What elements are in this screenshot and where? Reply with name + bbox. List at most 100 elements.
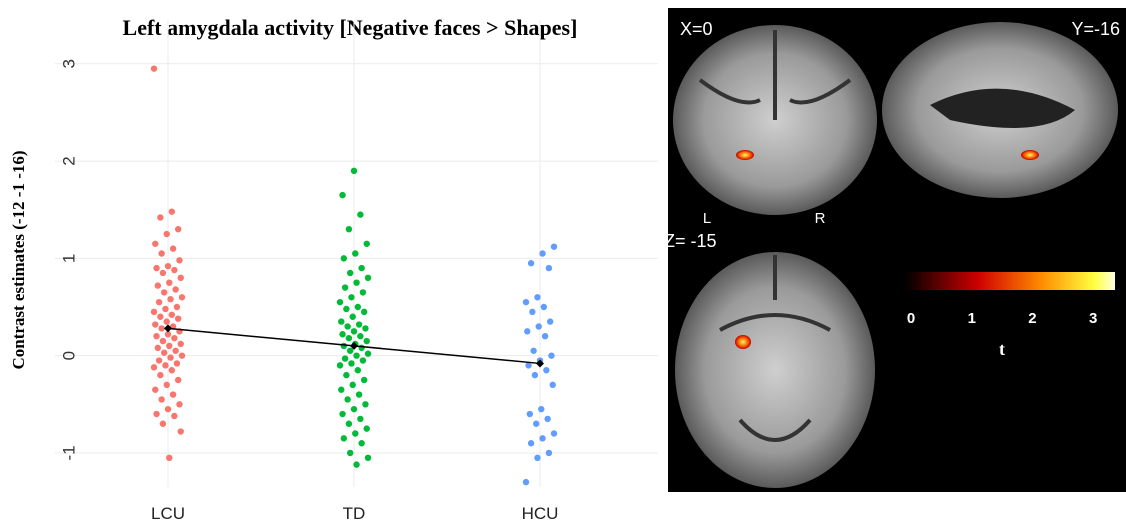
data-point	[343, 306, 349, 312]
data-point	[551, 430, 557, 436]
data-point	[551, 243, 557, 249]
data-point	[176, 257, 182, 263]
data-point	[347, 270, 353, 276]
data-point	[362, 401, 368, 407]
colorbar-label: t	[999, 339, 1005, 359]
page: {"chart_data": {"type": "strip", "title"…	[0, 0, 1126, 526]
data-point	[360, 289, 366, 295]
data-point	[158, 250, 164, 256]
data-point	[355, 304, 361, 310]
data-point	[524, 328, 530, 334]
data-point	[344, 323, 350, 329]
data-point	[162, 306, 168, 312]
data-point	[546, 450, 552, 456]
data-point	[348, 360, 354, 366]
data-point	[348, 294, 354, 300]
data-point	[155, 345, 161, 351]
data-point	[352, 430, 358, 436]
data-point	[339, 192, 345, 198]
colorbar-tick-label: 0	[907, 310, 915, 327]
data-point	[342, 284, 348, 290]
data-point	[151, 364, 157, 370]
colorbar-tick-label: 1	[968, 310, 976, 327]
data-point	[339, 331, 345, 337]
data-point	[353, 352, 359, 358]
data-point	[541, 304, 547, 310]
data-point	[352, 250, 358, 256]
data-point	[538, 406, 544, 412]
data-point	[539, 250, 545, 256]
data-point	[172, 286, 178, 292]
data-point	[174, 360, 180, 366]
data-point	[529, 309, 535, 315]
data-point	[153, 411, 159, 417]
data-point	[361, 309, 367, 315]
data-point	[550, 382, 556, 388]
data-point	[160, 270, 166, 276]
left-label: L	[703, 210, 711, 227]
sagittal-activation	[1021, 150, 1039, 160]
data-point	[175, 377, 181, 383]
data-point	[365, 455, 371, 461]
data-point	[157, 214, 163, 220]
data-point	[160, 338, 166, 344]
x-tick-label: TD	[343, 504, 366, 523]
data-point	[528, 260, 534, 266]
colorbar	[905, 272, 1115, 290]
data-point	[157, 372, 163, 378]
data-point	[350, 314, 356, 320]
data-point	[357, 211, 363, 217]
data-point	[337, 299, 343, 305]
data-point	[178, 428, 184, 434]
data-point	[164, 231, 170, 237]
data-point	[362, 325, 368, 331]
data-point	[539, 435, 545, 441]
data-point	[166, 455, 172, 461]
data-point	[156, 299, 162, 305]
data-point	[357, 416, 363, 422]
data-point	[344, 396, 350, 402]
data-point	[171, 413, 177, 419]
data-point	[158, 396, 164, 402]
figure: Left amygdala activity [Negative faces >…	[0, 0, 1126, 526]
data-point	[165, 263, 171, 269]
data-point	[353, 279, 359, 285]
data-point	[364, 425, 370, 431]
data-point	[164, 382, 170, 388]
data-point	[358, 265, 364, 271]
data-point	[528, 440, 534, 446]
data-point	[364, 338, 370, 344]
data-point	[536, 323, 542, 329]
data-point	[533, 421, 539, 427]
data-point	[169, 312, 175, 318]
data-point	[165, 406, 171, 412]
data-point	[532, 372, 538, 378]
data-point	[338, 318, 344, 324]
data-point	[361, 377, 367, 383]
data-point	[341, 435, 347, 441]
data-point	[337, 362, 343, 368]
y-tick-label: 3	[59, 59, 78, 68]
data-point	[346, 226, 352, 232]
coronal-label: X=0	[680, 19, 713, 39]
data-point	[364, 241, 370, 247]
data-point	[179, 352, 185, 358]
data-point	[170, 391, 176, 397]
data-point	[153, 333, 159, 339]
data-point	[355, 367, 361, 373]
data-point	[339, 411, 345, 417]
data-point	[523, 299, 529, 305]
data-point	[544, 416, 550, 422]
data-point	[169, 208, 175, 214]
y-tick-label: 0	[59, 351, 78, 360]
data-point	[346, 335, 352, 341]
y-tick-label: -1	[59, 445, 78, 460]
chart-title: Left amygdala activity [Negative faces >…	[123, 15, 578, 40]
data-point	[356, 321, 362, 327]
sagittal-label: Y=-16	[1071, 19, 1120, 39]
data-point	[351, 328, 357, 334]
data-point	[176, 401, 182, 407]
x-tick-label: HCU	[522, 504, 559, 523]
data-point	[358, 345, 364, 351]
data-point	[179, 294, 185, 300]
